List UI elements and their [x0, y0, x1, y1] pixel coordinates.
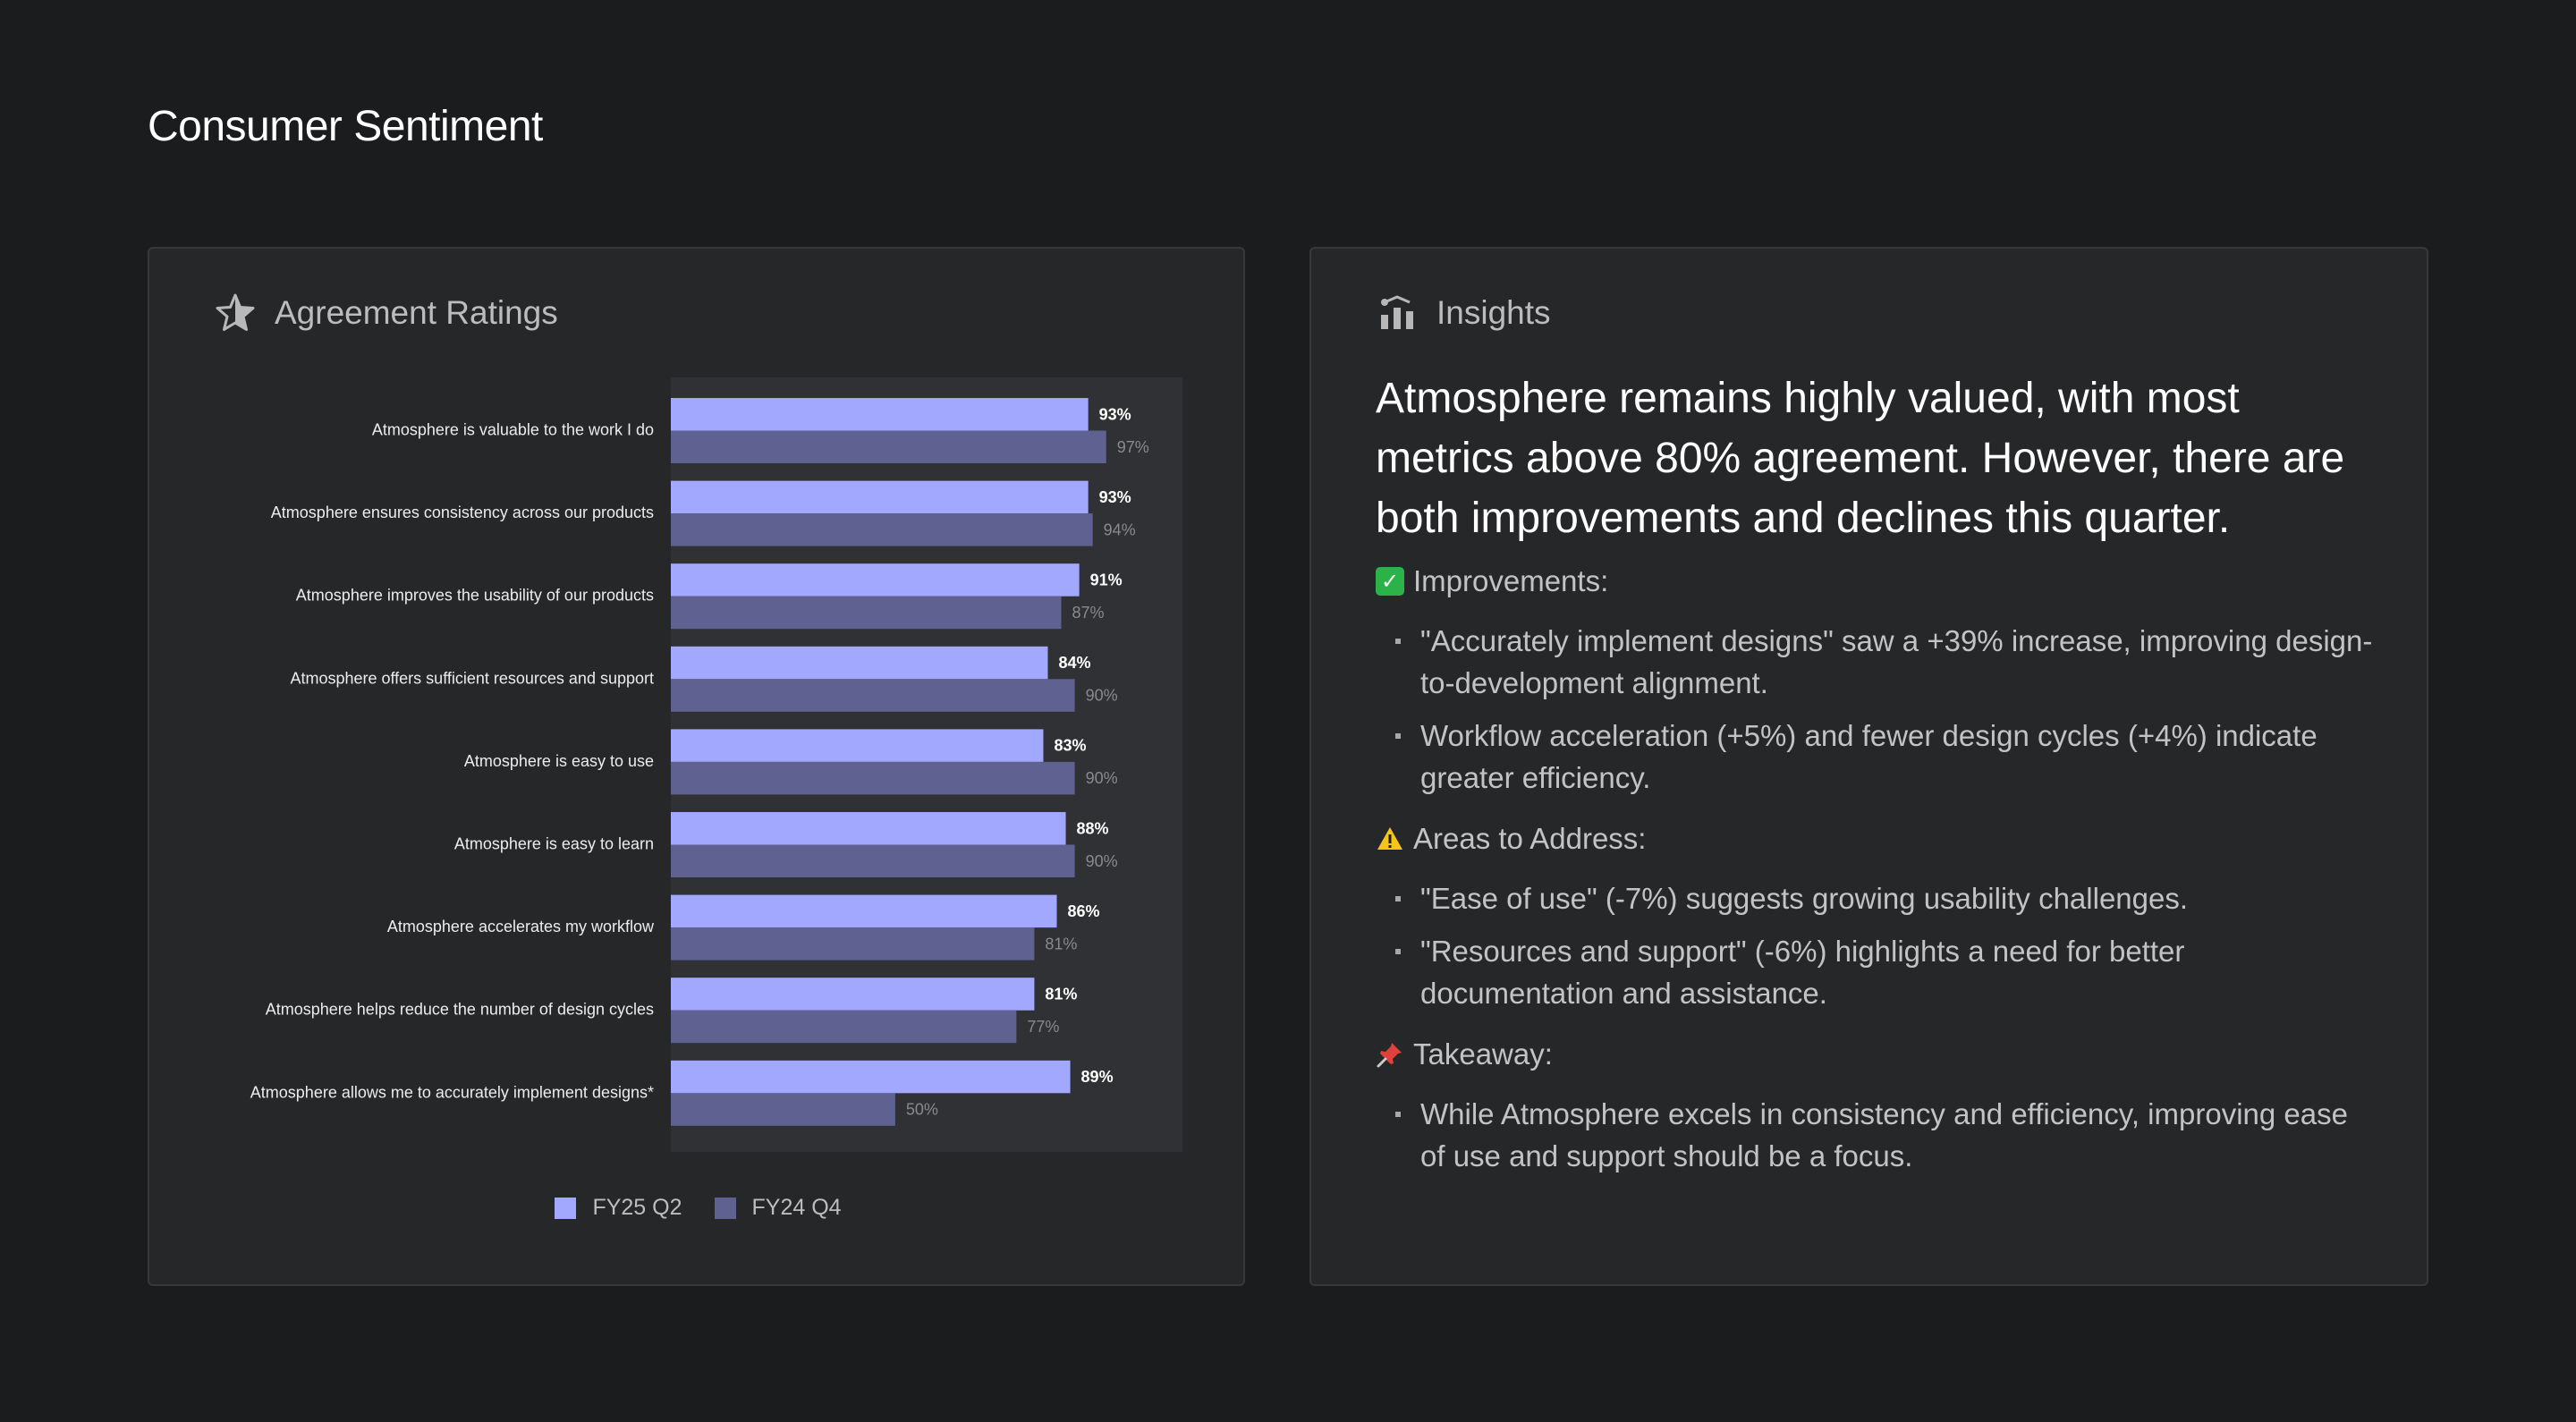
insights-header: Insights	[1376, 292, 1551, 334]
category-label: Atmosphere helps reduce the number of de…	[266, 1001, 654, 1019]
bar-fy25-q2	[671, 894, 1057, 928]
value-label-fy25-q2: 83%	[1054, 737, 1086, 755]
bar-fy24-q4	[671, 679, 1075, 712]
insights-card: Insights Atmosphere remains highly value…	[1309, 247, 2428, 1286]
bar-fy25-q2	[671, 563, 1080, 597]
value-label-fy24-q4: 94%	[1104, 521, 1136, 538]
bar-fy24-q4	[671, 1010, 1017, 1044]
value-label-fy24-q4: 90%	[1086, 852, 1118, 870]
section-takeaway-title: Takeaway:	[1376, 1037, 2377, 1071]
legend-swatch-previous	[714, 1197, 736, 1219]
bar-fy24-q4	[671, 430, 1106, 463]
list-item: While Atmosphere excels in consistency a…	[1376, 1093, 2377, 1177]
chart-legend: FY25 Q2 FY24 Q4	[149, 1195, 1247, 1221]
value-label-fy25-q2: 91%	[1090, 571, 1123, 588]
bar-fy24-q4	[671, 761, 1075, 795]
bar-fy25-q2	[671, 398, 1089, 431]
check-icon: ✓	[1376, 567, 1404, 596]
value-label-fy24-q4: 50%	[906, 1101, 938, 1119]
page-title: Consumer Sentiment	[148, 103, 543, 150]
value-label-fy24-q4: 90%	[1086, 687, 1118, 705]
insights-body: Atmosphere remains highly valued, with m…	[1376, 368, 2377, 1200]
bar-fy24-q4	[671, 927, 1035, 961]
list-item: "Ease of use" (-7%) suggests growing usa…	[1376, 877, 2377, 919]
category-label: Atmosphere ensures consistency across ou…	[271, 504, 654, 521]
legend-swatch-current	[555, 1197, 577, 1219]
bar-fy25-q2	[671, 646, 1048, 680]
chart-icon	[1376, 292, 1419, 334]
list-item: "Accurately implement designs" saw a +39…	[1376, 620, 2377, 704]
agreement-bar-chart: Atmosphere is valuable to the work I do 9…	[250, 377, 1182, 1152]
list-item: "Resources and support" (-6%) highlights…	[1376, 930, 2377, 1014]
section-improvements-title: ✓ Improvements:	[1376, 564, 2377, 598]
bar-fy24-q4	[671, 513, 1093, 546]
areas-list: "Ease of use" (-7%) suggests growing usa…	[1376, 877, 2377, 1014]
warning-icon	[1376, 825, 1404, 853]
bar-fy24-q4	[671, 844, 1075, 877]
value-label-fy25-q2: 84%	[1058, 654, 1090, 672]
bar-fy25-q2	[671, 729, 1044, 762]
section-areas-title: Areas to Address:	[1376, 822, 2377, 856]
category-label: Atmosphere allows me to accurately imple…	[250, 1083, 654, 1101]
value-label-fy24-q4: 77%	[1027, 1018, 1059, 1036]
value-label-fy24-q4: 87%	[1072, 604, 1105, 622]
star-icon	[214, 292, 257, 334]
chart-area: Atmosphere is valuable to the work I do 9…	[149, 249, 1247, 1288]
value-label-fy24-q4: 90%	[1086, 769, 1118, 787]
section-improvements-label: Improvements:	[1413, 564, 1609, 597]
legend-label-previous: FY24 Q4	[751, 1195, 842, 1220]
legend-label-current: FY25 Q2	[592, 1195, 682, 1220]
improvements-list: "Accurately implement designs" saw a +39…	[1376, 620, 2377, 799]
bar-fy25-q2	[671, 1060, 1071, 1094]
category-label: Atmosphere improves the usability of our…	[296, 587, 654, 605]
section-takeaway-label: Takeaway:	[1413, 1037, 1553, 1071]
list-item: Workflow acceleration (+5%) and fewer de…	[1376, 715, 2377, 799]
legend-item-previous: FY24 Q4	[714, 1195, 842, 1221]
insights-headline: Atmosphere remains highly valued, with m…	[1376, 375, 2345, 542]
value-label-fy25-q2: 86%	[1068, 902, 1100, 920]
bar-fy24-q4	[671, 1093, 895, 1126]
bar-fy24-q4	[671, 596, 1062, 630]
agreement-ratings-header: Agreement Ratings	[214, 292, 558, 334]
value-label-fy24-q4: 97%	[1117, 438, 1149, 456]
agreement-ratings-card: Atmosphere is valuable to the work I do 9…	[148, 247, 1245, 1286]
value-label-fy25-q2: 88%	[1077, 819, 1109, 837]
value-label-fy24-q4: 81%	[1045, 935, 1077, 952]
bar-fy25-q2	[671, 480, 1089, 514]
value-label-fy25-q2: 93%	[1099, 405, 1131, 423]
takeaway-list: While Atmosphere excels in consistency a…	[1376, 1093, 2377, 1177]
value-label-fy25-q2: 89%	[1081, 1068, 1114, 1086]
pin-icon	[1376, 1040, 1404, 1069]
category-label: Atmosphere is easy to learn	[454, 835, 654, 853]
agreement-ratings-title: Agreement Ratings	[275, 294, 558, 331]
section-areas-label: Areas to Address:	[1413, 822, 1647, 855]
value-label-fy25-q2: 93%	[1099, 488, 1131, 506]
category-label: Atmosphere is easy to use	[464, 752, 654, 770]
category-label: Atmosphere offers sufficient resources a…	[290, 669, 654, 687]
value-label-fy25-q2: 81%	[1045, 985, 1077, 1003]
category-label: Atmosphere accelerates my workflow	[387, 918, 655, 935]
bar-fy25-q2	[671, 978, 1035, 1011]
legend-item-current: FY25 Q2	[555, 1195, 682, 1221]
bar-fy25-q2	[671, 812, 1066, 845]
insights-title: Insights	[1436, 294, 1551, 331]
category-label: Atmosphere is valuable to the work I do	[372, 421, 654, 439]
